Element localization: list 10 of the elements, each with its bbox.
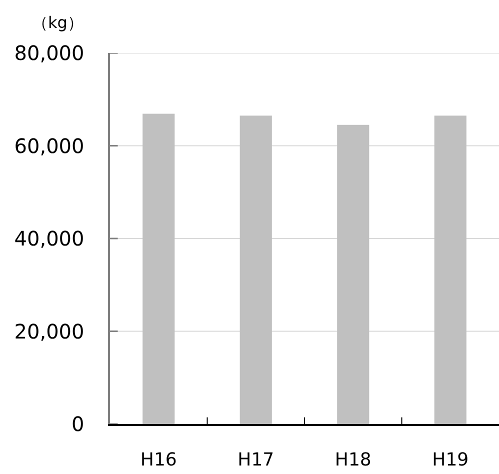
y-tick-label: 20,000 [14, 319, 84, 344]
y-tick-label: 60,000 [14, 134, 84, 158]
y-tick-label: 40,000 [14, 226, 84, 250]
x-tick-label: H19 [432, 449, 469, 470]
y-axis-title: （kg） [32, 13, 84, 32]
x-tick-label: H18 [334, 449, 372, 470]
y-tick-label: 80,000 [14, 41, 84, 65]
y-tick-label: 0 [72, 412, 84, 436]
x-tick-label: H16 [140, 449, 177, 470]
x-tick-label: H17 [238, 449, 274, 470]
